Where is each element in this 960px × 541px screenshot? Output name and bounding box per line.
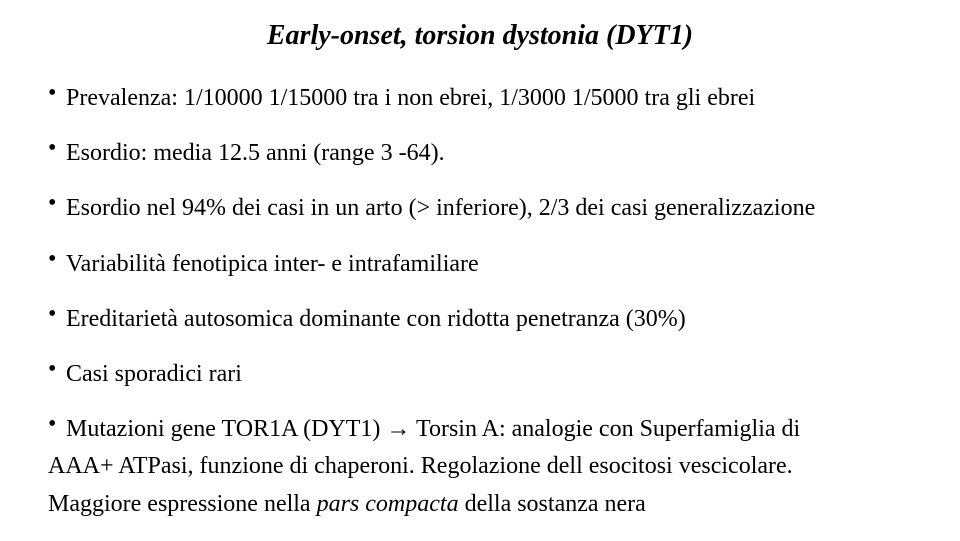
list-item: Casi sporadici rari bbox=[48, 356, 912, 393]
list-item-text: Maggiore espressione nella bbox=[48, 491, 317, 517]
slide-title: Early-onset, torsion dystonia (DYT1) bbox=[48, 20, 912, 52]
bullet-list: Prevalenza: 1/10000 1/15000 tra i non eb… bbox=[48, 80, 912, 523]
list-item-text: Mutazioni gene TOR1A (DYT1) → Torsin A: … bbox=[66, 416, 800, 442]
list-item-text: Prevalenza: 1/10000 1/15000 tra i non eb… bbox=[66, 85, 755, 111]
list-item-text: Esordio: media 12.5 anni (range 3 -64). bbox=[66, 140, 445, 166]
list-item: Variabilità fenotipica inter- e intrafam… bbox=[48, 246, 912, 283]
list-item-continuation: Maggiore espressione nella pars compacta… bbox=[48, 486, 912, 523]
list-item: Mutazioni gene TOR1A (DYT1) → Torsin A: … bbox=[48, 411, 912, 523]
list-item-text: AAA+ ATPasi, funzione di chaperoni. Rego… bbox=[48, 453, 793, 479]
list-item: Prevalenza: 1/10000 1/15000 tra i non eb… bbox=[48, 80, 912, 117]
list-item: Esordio nel 94% dei casi in un arto (> i… bbox=[48, 190, 912, 227]
slide: Early-onset, torsion dystonia (DYT1) Pre… bbox=[0, 0, 960, 541]
italic-term: pars compacta bbox=[317, 491, 459, 517]
list-item-text: Variabilità fenotipica inter- e intrafam… bbox=[66, 251, 479, 277]
list-item-continuation: AAA+ ATPasi, funzione di chaperoni. Rego… bbox=[48, 448, 912, 485]
list-item: Esordio: media 12.5 anni (range 3 -64). bbox=[48, 135, 912, 172]
list-item-text: Casi sporadici rari bbox=[66, 361, 242, 387]
list-item-text: Esordio nel 94% dei casi in un arto (> i… bbox=[66, 195, 815, 221]
list-item-text: Ereditarietà autosomica dominante con ri… bbox=[66, 306, 686, 332]
list-item: Ereditarietà autosomica dominante con ri… bbox=[48, 301, 912, 338]
list-item-text: della sostanza nera bbox=[459, 491, 646, 517]
